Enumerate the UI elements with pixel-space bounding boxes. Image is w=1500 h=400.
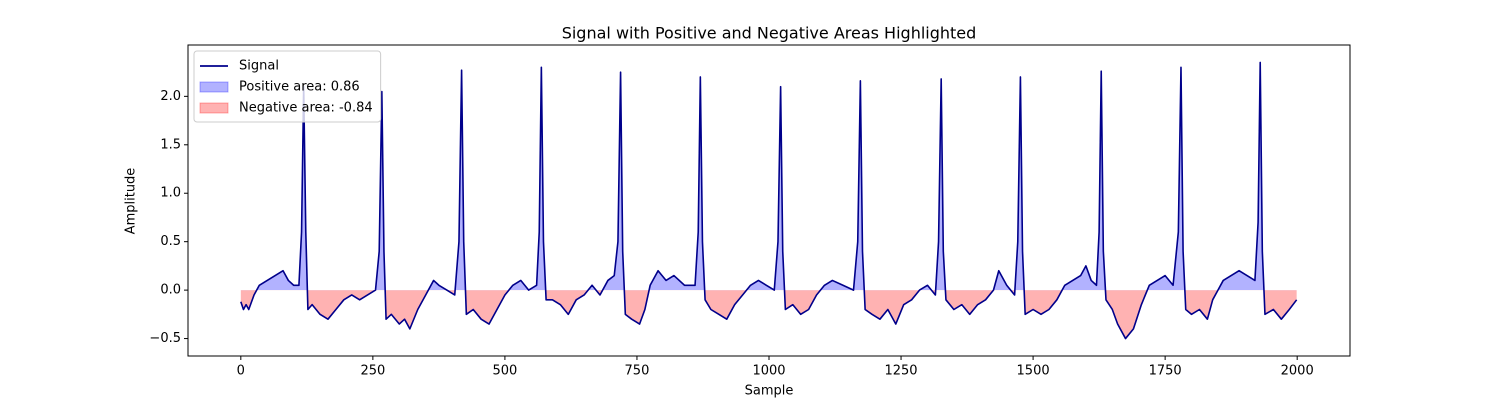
x-tick-label: 0 xyxy=(237,364,245,379)
y-tick-label: 2.0 xyxy=(160,89,181,104)
legend-label: Positive area: 0.86 xyxy=(239,80,360,95)
x-tick-label: 1250 xyxy=(884,364,917,379)
x-tick-label: 500 xyxy=(492,364,517,379)
y-tick-label: −0.5 xyxy=(149,331,181,346)
x-tick-label: 1000 xyxy=(752,364,785,379)
legend-box xyxy=(193,50,382,123)
x-tick-label: 250 xyxy=(360,364,385,379)
y-tick-label: 0.5 xyxy=(160,234,181,249)
x-tick-label: 2000 xyxy=(1281,364,1314,379)
y-tick-label: 1.5 xyxy=(160,137,181,152)
y-tick-label: 0.0 xyxy=(160,283,181,298)
legend-patch xyxy=(199,81,229,93)
y-tick-label: 1.0 xyxy=(160,186,181,201)
x-tick-label: 1500 xyxy=(1017,364,1050,379)
x-axis-label: Sample xyxy=(745,384,794,399)
negative-area xyxy=(240,290,1297,339)
x-tick-label: 1750 xyxy=(1149,364,1182,379)
legend-label: Signal xyxy=(239,59,279,74)
chart-title: Signal with Positive and Negative Areas … xyxy=(562,24,977,43)
legend-patch xyxy=(199,102,229,114)
x-tick-label: 750 xyxy=(625,364,650,379)
y-axis-label: Amplitude xyxy=(124,168,139,235)
legend-label: Negative area: -0.84 xyxy=(239,101,373,116)
signal-line xyxy=(240,61,1298,340)
